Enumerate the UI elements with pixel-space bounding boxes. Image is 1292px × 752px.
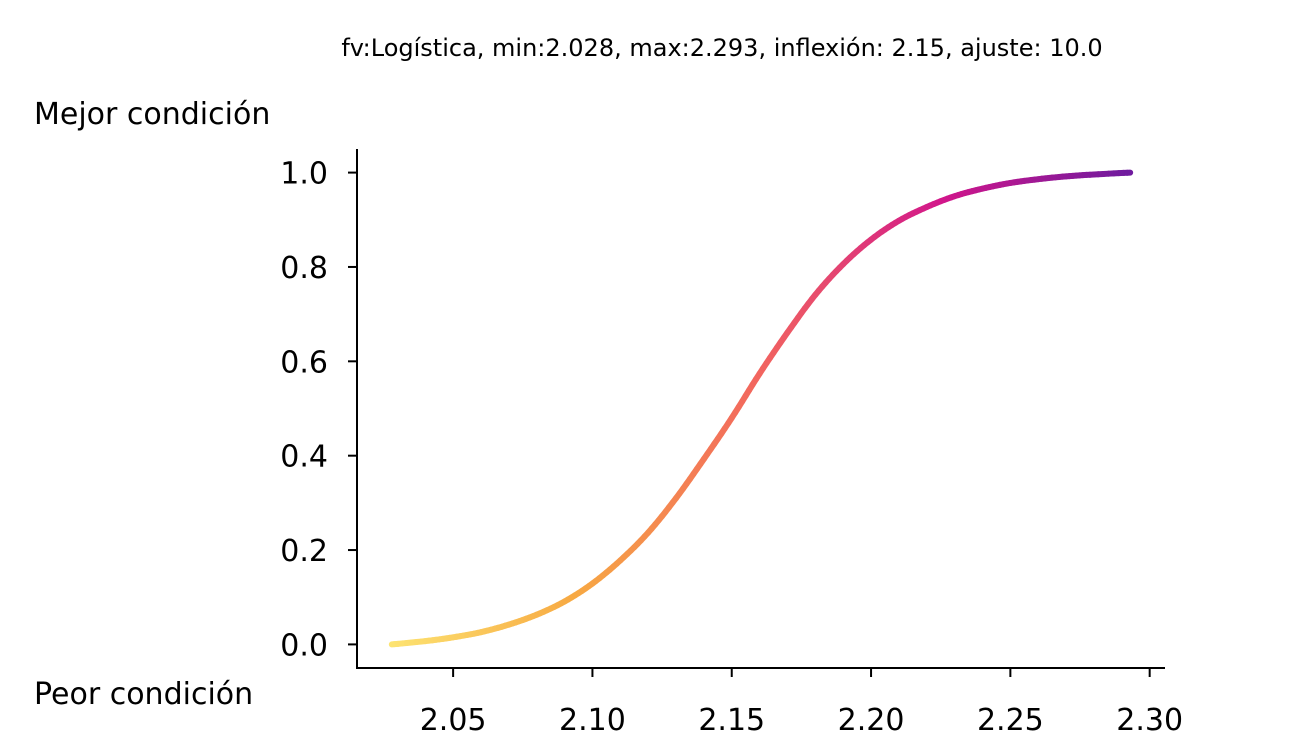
x-tick-label: 2.25 xyxy=(977,703,1044,738)
x-tick-label: 2.30 xyxy=(1116,703,1183,738)
x-tick-label: 2.20 xyxy=(838,703,905,738)
bottom-label: Peor condición xyxy=(34,677,253,712)
top-label: Mejor condición xyxy=(34,97,270,132)
chart-title: fv:Logística, min:2.028, max:2.293, infl… xyxy=(341,34,1102,62)
y-tick-label: 0.4 xyxy=(280,440,328,475)
x-ticks: 2.05 2.10 2.15 2.20 2.25 2.30 xyxy=(420,668,1183,738)
x-tick-label: 2.15 xyxy=(698,703,765,738)
x-tick-label: 2.05 xyxy=(420,703,487,738)
y-tick-label: 0.6 xyxy=(280,345,328,380)
y-tick-label: 0.0 xyxy=(280,628,328,663)
y-tick-label: 0.8 xyxy=(280,251,328,286)
x-tick-label: 2.10 xyxy=(559,703,626,738)
y-ticks: 0.0 0.2 0.4 0.6 0.8 1.0 xyxy=(280,157,357,663)
y-tick-label: 0.2 xyxy=(280,534,328,569)
y-tick-label: 1.0 xyxy=(280,157,328,192)
curve-group xyxy=(388,169,1134,648)
